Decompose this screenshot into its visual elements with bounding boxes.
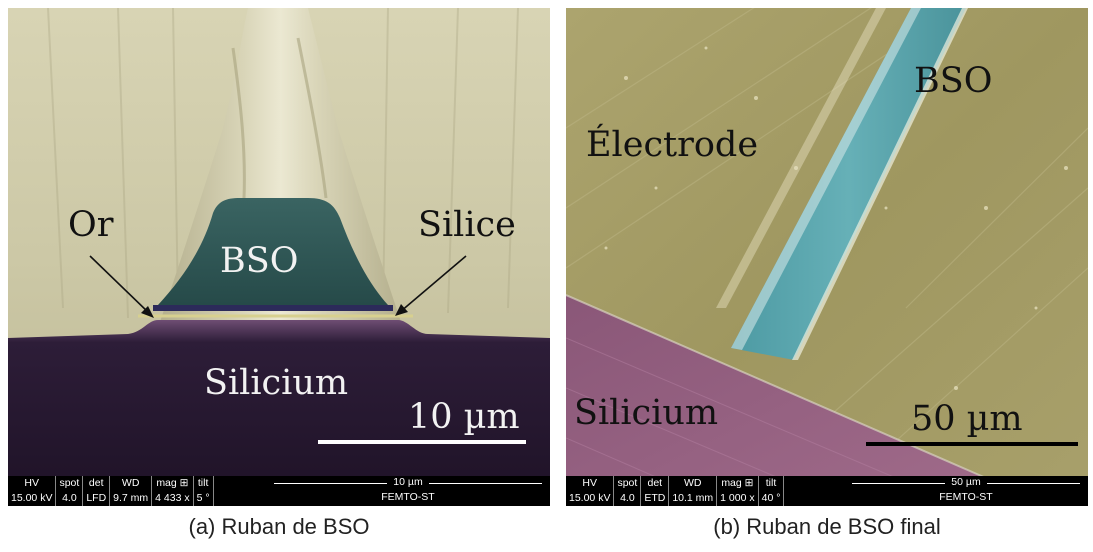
databar-header: det — [82, 476, 111, 491]
databar-header: tilt — [758, 476, 785, 491]
label-bso: BSO — [220, 241, 299, 281]
databar-header: tilt — [193, 476, 214, 491]
databar-value: 9.7 mm — [109, 491, 153, 506]
caption-b: (b) Ruban de BSO final — [713, 514, 941, 539]
databar-value: 10.1 mm — [668, 491, 718, 506]
databar-header: spot — [55, 476, 84, 491]
databar-scale-label: 50 µm — [945, 476, 987, 488]
databar-org: FEMTO-ST — [939, 491, 993, 503]
databar-value: 40 ° — [758, 491, 785, 506]
sem-micrograph-a — [8, 8, 550, 506]
scale-bar-label: 50 µm — [911, 399, 1023, 439]
databar-header: WD — [668, 476, 718, 491]
databar-org: FEMTO-ST — [381, 491, 435, 503]
databar-value: 4.0 — [613, 491, 642, 506]
sem-databar: HV spot det WD mag ⊞ tilt 15.00 kV 4.0 E… — [566, 476, 1088, 506]
label-or: Or — [68, 205, 114, 245]
databar-value: 15.00 kV — [8, 491, 57, 506]
databar-header: det — [640, 476, 670, 491]
databar-header: HV — [566, 476, 615, 491]
databar-scale: 50 µm FEMTO-ST — [844, 476, 1088, 506]
databar-header: HV — [8, 476, 57, 491]
databar-value: ETD — [640, 491, 670, 506]
databar-scale-label: 10 µm — [387, 476, 429, 488]
databar-table: HV spot det WD mag ⊞ tilt 15.00 kV 4.0 E… — [566, 476, 785, 506]
databar-header: spot — [613, 476, 642, 491]
caption-a: (a) Ruban de BSO — [188, 514, 370, 539]
sem-image-a: Or Silice BSO Silicium 10 µm HV spot det… — [8, 8, 550, 506]
databar-value: 5 ° — [193, 491, 214, 506]
label-silicium: Silicium — [574, 393, 719, 433]
databar-value: 4 433 x — [151, 491, 194, 506]
scale-bar — [318, 440, 526, 444]
databar-scale: 10 µm FEMTO-ST — [266, 476, 550, 506]
databar-value: LFD — [82, 491, 111, 506]
sem-image-b: BSO Électrode Silicium 50 µm HV spot det… — [566, 8, 1088, 506]
databar-header: mag ⊞ — [716, 476, 759, 491]
databar-header: WD — [109, 476, 153, 491]
sem-databar: HV spot det WD mag ⊞ tilt 15.00 kV 4.0 L… — [8, 476, 550, 506]
scale-bar — [866, 442, 1078, 446]
databar-value: 1 000 x — [716, 491, 759, 506]
label-electrode: Électrode — [586, 125, 759, 165]
label-bso: BSO — [914, 61, 993, 101]
label-silice: Silice — [418, 205, 516, 245]
databar-table: HV spot det WD mag ⊞ tilt 15.00 kV 4.0 L… — [8, 476, 214, 506]
databar-value: 4.0 — [55, 491, 84, 506]
databar-header: mag ⊞ — [151, 476, 194, 491]
databar-value: 15.00 kV — [566, 491, 615, 506]
label-silicium: Silicium — [204, 363, 349, 403]
sem-micrograph-b — [566, 8, 1088, 506]
scale-bar-label: 10 µm — [408, 397, 520, 437]
